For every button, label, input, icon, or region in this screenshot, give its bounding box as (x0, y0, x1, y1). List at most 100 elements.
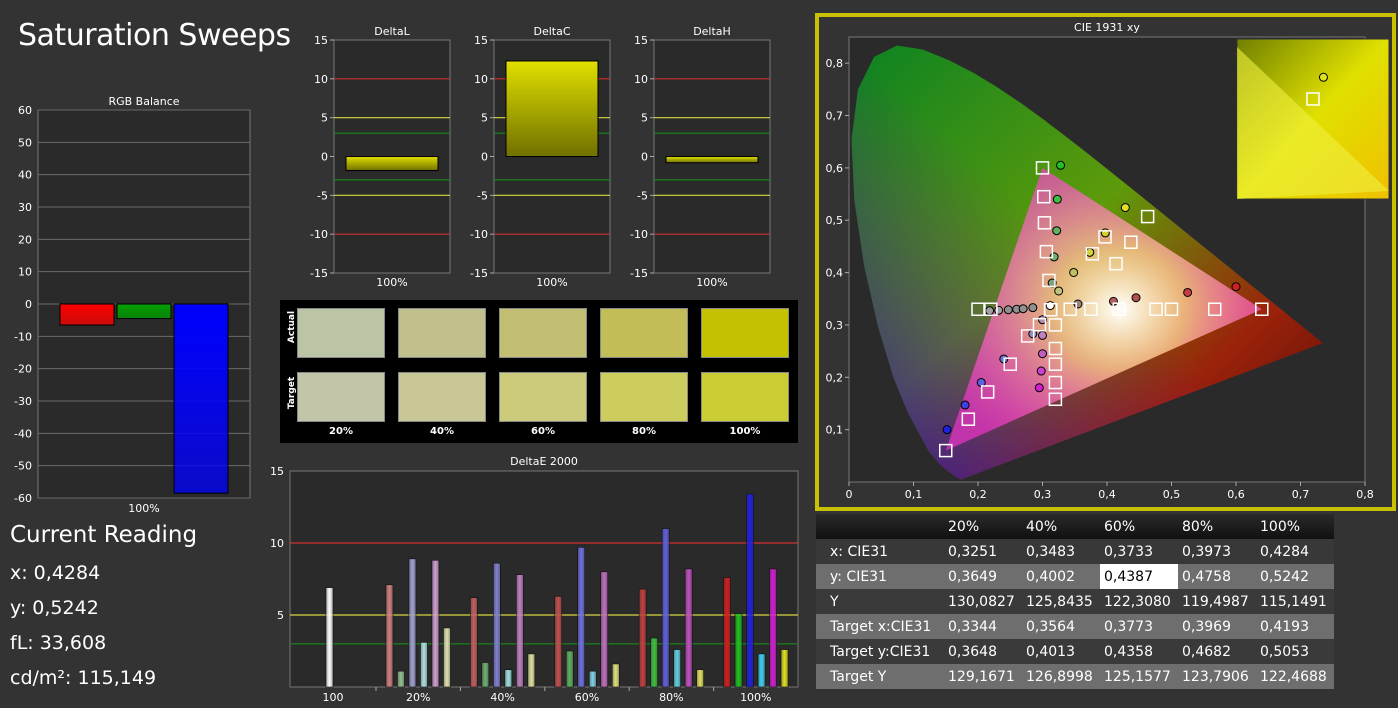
measured-point (1231, 282, 1241, 292)
x-tick-label: 100% (536, 276, 567, 289)
target-marker (1098, 230, 1112, 244)
target-marker (1063, 302, 1077, 316)
target-marker (1048, 375, 1063, 390)
table-cell: 0,3251 (948, 543, 997, 560)
table-header-cell: 20% (948, 518, 980, 535)
table-cell: 0,3973 (1182, 543, 1231, 560)
y-tick-label: 0,4 (826, 267, 844, 280)
y-tick-label: 10 (18, 266, 32, 279)
bar (397, 670, 405, 688)
y-tick-label: -30 (14, 395, 32, 408)
target-marker (1112, 302, 1127, 316)
y-tick-label: -5 (637, 189, 648, 202)
table-cell: 125,1577 (1104, 668, 1171, 685)
target-marker (1207, 302, 1222, 316)
target-marker (1048, 392, 1063, 407)
bar (665, 156, 759, 164)
cie-chart-frame: CIE 1931 xy 0 0,1 0,2 0,3 0,4 0,5 0,6 0,7 0,8 0,1 0… (815, 13, 1396, 511)
target-marker (1140, 209, 1155, 224)
target-marker (1035, 161, 1050, 175)
target-marker (971, 302, 985, 316)
page-title: Saturation Sweeps (18, 18, 291, 53)
target-marker (1085, 247, 1100, 261)
target-marker (1039, 244, 1054, 259)
y-tick-label: 5 (321, 112, 328, 125)
bar (516, 574, 524, 688)
target-marker (1149, 302, 1163, 316)
y-tick-label: 0 (641, 151, 648, 164)
x-tick-label: 100 (323, 691, 344, 704)
y-tick-label: 30 (18, 201, 32, 214)
table-cell: 0,3344 (948, 618, 997, 635)
bar (481, 662, 490, 688)
target-marker (1048, 341, 1063, 356)
row-label: y: CIE31 (830, 568, 887, 585)
measured-point (1028, 303, 1038, 313)
row-label: Y (830, 593, 839, 610)
inset-target-marker (1306, 92, 1320, 106)
measured-point (1131, 293, 1141, 303)
row-label: Target x:CIE31 (830, 618, 932, 635)
inset-measured-point (1318, 72, 1328, 82)
swatch-target (600, 372, 688, 422)
table-cell: 0,5242 (1260, 568, 1309, 585)
row-label-actual: Actual (287, 310, 298, 344)
measured-point (942, 425, 952, 435)
bar (611, 663, 620, 688)
table-cell: 0,3773 (1104, 618, 1153, 635)
x-tick-label: 100% (376, 276, 407, 289)
target-marker (1037, 216, 1052, 230)
table-cell: 115,1491 (1260, 593, 1327, 610)
plot-area (289, 470, 799, 688)
target-marker (1084, 302, 1098, 316)
bar-red (59, 303, 115, 326)
table-cell: 129,1671 (948, 668, 1015, 685)
chart-title: RGB Balance (108, 95, 179, 108)
bar (505, 60, 599, 157)
table-row: Target y:CIE31 0,3648 0,4013 0,4358 0,4682 0,… (816, 639, 1334, 664)
target-marker (1164, 302, 1179, 316)
y-tick-label: 0,7 (826, 110, 844, 123)
y-tick-label: -15 (310, 267, 328, 280)
swatch-column-label: 60% (531, 426, 555, 437)
x-tick-label: 40% (490, 691, 514, 704)
measured-point (1045, 301, 1055, 311)
measured-point (1073, 299, 1083, 309)
y-tick-label: 0,2 (826, 371, 844, 384)
bar (684, 568, 693, 688)
y-tick-label: -5 (477, 189, 488, 202)
target-marker (1048, 357, 1063, 371)
target-marker (1037, 189, 1051, 204)
table-cell: 0,4193 (1260, 618, 1309, 635)
bar (554, 595, 563, 688)
x-tick-label: 80% (659, 691, 683, 704)
inset-gamut-region (1237, 47, 1389, 199)
swatch-target (499, 372, 587, 422)
x-tick-label: 100% (740, 691, 771, 704)
current-reading: Current Reading x: 0,4284 y: 0,5242 fL: … (10, 522, 197, 696)
x-tick-label: 0,3 (1034, 488, 1052, 501)
chart-title: DeltaC (533, 25, 570, 38)
table-header-cell: 100% (1260, 518, 1301, 535)
delta-h-chart: DeltaH 15 10 5 0 -5 -10 -15 100% (630, 25, 771, 289)
gamut-triangle-highlight (945, 167, 1262, 451)
swatch-target (701, 372, 789, 422)
table-cell: 126,8998 (1026, 668, 1093, 685)
x-tick-label: 60% (575, 691, 599, 704)
swatch-column-label: 40% (430, 426, 454, 437)
y-tick-label: 0,3 (826, 319, 844, 332)
table-header-cell: 60% (1104, 518, 1136, 535)
table-cell: 125,8435 (1026, 593, 1093, 610)
y-tick-label: -10 (310, 228, 328, 241)
bar (420, 642, 428, 688)
table-cell: 0,4013 (1026, 643, 1075, 660)
reading-y: y: 0,5242 (10, 597, 99, 619)
y-tick-label: 10 (270, 537, 284, 550)
measured-point (1038, 330, 1047, 340)
bar (696, 669, 704, 688)
bar (385, 584, 394, 688)
delta-l-chart: DeltaL 15 10 5 0 -5 -10 -15 100% (310, 25, 451, 289)
y-tick-label: 0,8 (826, 57, 844, 70)
reading-luminance: cd/m²: 115,149 (10, 667, 157, 689)
bar (565, 650, 574, 688)
